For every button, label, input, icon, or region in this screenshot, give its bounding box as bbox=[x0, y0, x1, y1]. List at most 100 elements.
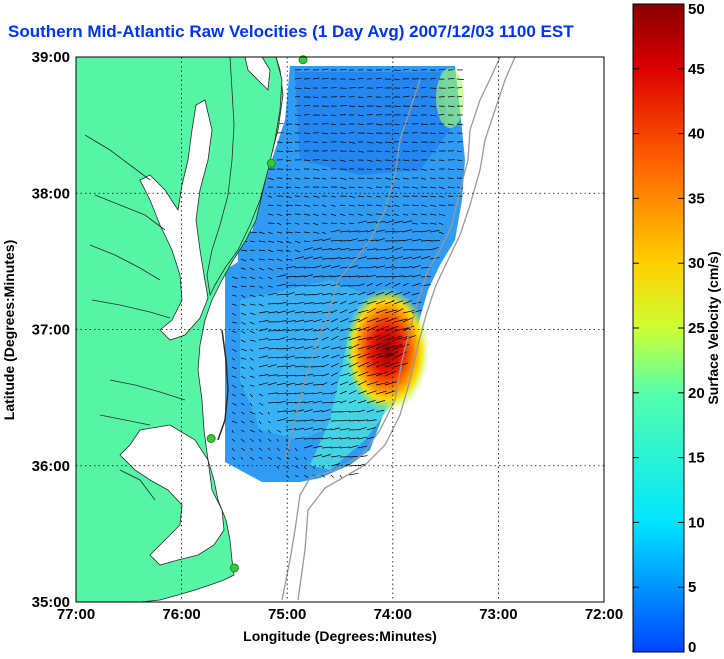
velocity-vector bbox=[456, 78, 464, 80]
velocity-vector bbox=[321, 275, 332, 278]
velocity-vector bbox=[348, 380, 358, 386]
velocity-vector bbox=[285, 355, 296, 359]
velocity-vector bbox=[321, 213, 327, 216]
velocity-vector bbox=[339, 318, 349, 323]
velocity-vector bbox=[231, 393, 236, 397]
velocity-vector bbox=[393, 105, 401, 108]
velocity-vector bbox=[321, 248, 332, 251]
velocity-vector bbox=[303, 346, 313, 350]
velocity-vector bbox=[420, 177, 426, 180]
velocity-vector bbox=[294, 293, 305, 296]
velocity-vector bbox=[267, 267, 274, 271]
velocity-vector bbox=[312, 465, 315, 469]
velocity-vector bbox=[384, 291, 393, 296]
velocity-vector bbox=[321, 168, 327, 171]
velocity-vector bbox=[240, 366, 246, 369]
velocity-vector bbox=[258, 267, 265, 271]
velocity-vector bbox=[303, 222, 310, 225]
velocity-vector bbox=[366, 159, 373, 162]
velocity-vector bbox=[375, 371, 389, 377]
velocity-vector bbox=[339, 257, 350, 260]
velocity-vector bbox=[285, 150, 293, 153]
velocity-vector bbox=[438, 186, 445, 189]
velocity-vector bbox=[267, 285, 273, 288]
velocity-vector bbox=[267, 447, 271, 451]
velocity-vector bbox=[402, 300, 412, 305]
velocity-vector bbox=[411, 239, 422, 242]
colorbar: 0 5 10 15 20 25 30 35 40 45 50 Surface Velocity (c… bbox=[632, 1, 721, 656]
velocity-vector bbox=[384, 213, 390, 217]
velocity-vector bbox=[294, 465, 299, 469]
velocity-vector bbox=[231, 321, 237, 324]
velocity-vector bbox=[375, 276, 386, 278]
velocity-vector bbox=[231, 339, 236, 343]
velocity-vector bbox=[258, 447, 263, 451]
velocity-vector bbox=[294, 266, 305, 269]
velocity-vector bbox=[357, 419, 368, 422]
velocity-vector bbox=[312, 319, 322, 323]
velocity-vector bbox=[312, 374, 323, 377]
velocity-vector bbox=[294, 301, 305, 305]
velocity-vector bbox=[384, 325, 399, 332]
velocity-vector bbox=[240, 249, 248, 252]
velocity-vector bbox=[402, 150, 410, 152]
x-tick-label: 73:00 bbox=[479, 606, 517, 623]
velocity-vector bbox=[321, 354, 330, 359]
velocity-vector bbox=[339, 327, 351, 332]
velocity-vector bbox=[312, 445, 323, 449]
velocity-vector bbox=[357, 361, 370, 368]
velocity-vector bbox=[411, 265, 421, 269]
velocity-vector bbox=[321, 373, 329, 377]
velocity-vector bbox=[420, 213, 427, 216]
velocity-vector bbox=[348, 230, 359, 233]
velocity-vector bbox=[375, 238, 385, 242]
velocity-vector bbox=[375, 291, 385, 296]
velocity-vector bbox=[348, 159, 354, 162]
velocity-vector bbox=[267, 231, 273, 235]
velocity-vector bbox=[321, 346, 330, 350]
velocity-vector bbox=[330, 327, 339, 332]
velocity-vector bbox=[312, 222, 319, 226]
velocity-vector bbox=[231, 429, 234, 434]
velocity-vector bbox=[258, 393, 263, 397]
velocity-vector bbox=[312, 231, 320, 234]
velocity-vector bbox=[330, 229, 341, 233]
velocity-vector bbox=[357, 204, 365, 207]
velocity-vector bbox=[393, 318, 408, 323]
chart-title: Southern Mid-Atlantic Raw Velocities (1 … bbox=[8, 22, 574, 41]
velocity-vector bbox=[384, 344, 403, 350]
velocity-vector bbox=[249, 231, 257, 233]
velocity-vector bbox=[348, 195, 355, 198]
velocity-vector bbox=[312, 310, 323, 314]
velocity-vector bbox=[303, 240, 310, 243]
velocity-vector bbox=[357, 177, 365, 179]
velocity-vector bbox=[294, 391, 305, 395]
velocity-vector bbox=[420, 256, 430, 260]
velocity-vector bbox=[267, 292, 278, 296]
velocity-vector bbox=[267, 276, 273, 280]
velocity-vector bbox=[366, 266, 377, 269]
velocity-vector bbox=[249, 312, 256, 315]
velocity-vector bbox=[276, 213, 283, 217]
velocity-vector bbox=[384, 266, 395, 269]
y-tick-label: 37:00 bbox=[32, 322, 70, 339]
velocity-vector bbox=[231, 420, 238, 424]
velocity-vector bbox=[366, 291, 375, 296]
velocity-vector bbox=[429, 150, 437, 153]
velocity-vector bbox=[393, 132, 400, 135]
velocity-vector bbox=[285, 392, 296, 395]
velocity-vector bbox=[384, 370, 397, 377]
plot-frame bbox=[75, 56, 605, 603]
velocity-vector bbox=[285, 275, 296, 278]
velocity-vector bbox=[438, 222, 444, 225]
velocity-vector bbox=[375, 195, 381, 198]
velocity-vector bbox=[312, 77, 320, 80]
velocity-vector bbox=[249, 456, 254, 461]
velocity-vector bbox=[411, 168, 418, 171]
velocity-vector bbox=[303, 319, 314, 323]
velocity-vector bbox=[267, 302, 278, 305]
y-axis-label: Latitude (Degrees:Minutes) bbox=[1, 240, 17, 420]
velocity-vector bbox=[258, 338, 269, 341]
velocity-vector bbox=[348, 186, 355, 189]
